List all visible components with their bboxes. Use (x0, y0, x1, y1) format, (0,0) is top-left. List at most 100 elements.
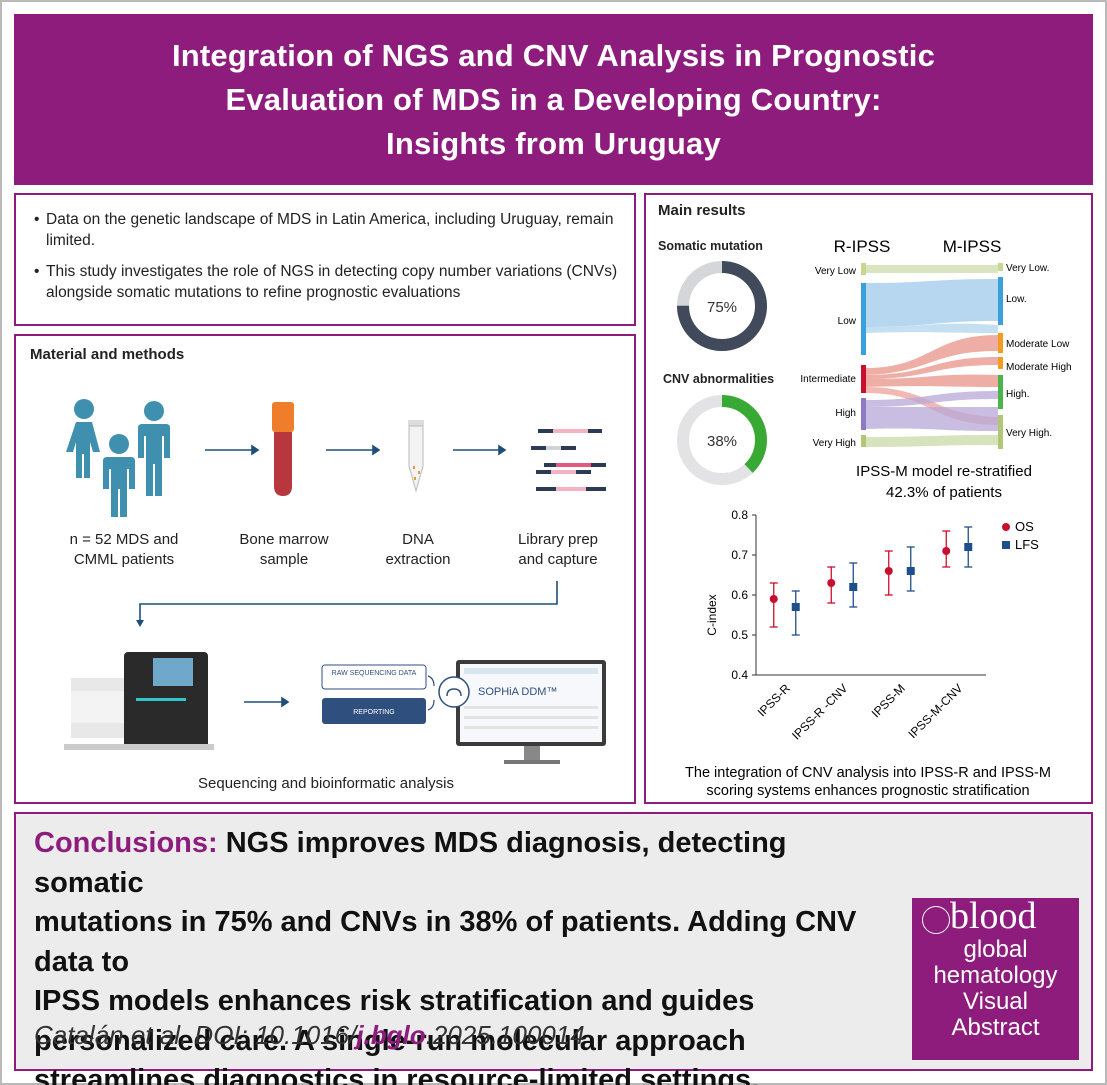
logo-abstract: Abstract (951, 1014, 1040, 1041)
step-dna: DNA extraction (348, 530, 488, 570)
os-point (769, 595, 778, 603)
sankey-right-label: Very Low. (1006, 263, 1049, 274)
sankey-right-label: Low. (1006, 294, 1027, 305)
methods-caption: Sequencing and bioinformatic analysis (198, 775, 454, 792)
step-label: CMML patients (73, 551, 175, 568)
y-tick-label: 0.4 (731, 668, 748, 682)
sankey-left-label: Very Low (815, 266, 857, 277)
methods-panel: Material and methods (14, 334, 636, 804)
logo-global: global (963, 936, 1028, 963)
y-tick-label: 0.7 (731, 548, 748, 562)
title-line-1: Integration of NGS and CNV Analysis in P… (171, 37, 936, 73)
step-label: n = 52 MDS and (69, 531, 179, 548)
sankey-right-label: Moderate Low (1006, 339, 1070, 350)
legend-label: OS (1015, 519, 1034, 534)
os-point (827, 579, 836, 587)
conclusions-text: Conclusions: NGS improves MDS diagnosis,… (34, 824, 904, 1085)
x-tick-label: IPSS-R (755, 681, 793, 719)
citation: Catalán et al. DOI: 10.1016/j.bglo.2025.… (34, 1020, 585, 1051)
sankey-left-title: R-IPSS (834, 237, 891, 256)
sankey-right-label: Very High. (1006, 428, 1052, 439)
lfs-point (964, 543, 973, 551)
results-panel: Main results Somatic mutation CNV abnorm… (644, 193, 1093, 804)
legend-os-marker (1002, 523, 1010, 531)
os-point (884, 567, 893, 575)
step-label: Library prep (517, 531, 599, 548)
legend-label: LFS (1015, 537, 1039, 552)
x-tick-label: IPSS-M (869, 681, 908, 720)
os-point (942, 547, 951, 555)
donut2-label: CNV abnormalities (663, 372, 775, 386)
lfs-point (849, 583, 858, 591)
logo-visual: Visual (963, 988, 1028, 1015)
y-tick-label: 0.6 (731, 588, 748, 602)
logo-hematology: hematology (933, 962, 1058, 989)
conclusion-line: streamlines diagnostics in resource-limi… (34, 1064, 760, 1085)
results-title: Main results (658, 202, 746, 219)
legend-lfs-marker (1002, 541, 1010, 549)
results-caption-2: scoring systems enhances prognostic stra… (706, 783, 1029, 799)
donut1-label: Somatic mutation (658, 239, 763, 253)
conclusion-line: NGS improves MDS diagnosis, detecting so… (34, 827, 787, 899)
dna-tube-icon (408, 420, 424, 493)
citation-journal: j.bglo (356, 1020, 426, 1050)
step-patients: n = 52 MDS and CMML patients (54, 530, 194, 570)
y-tick-label: 0.5 (731, 628, 748, 642)
citation-prefix: Catalán et al. DOI: 10.1016/ (34, 1020, 357, 1050)
library-strands-icon (531, 429, 606, 491)
intro-bullet: This study investigates the role of NGS … (34, 261, 622, 303)
lfs-point (791, 603, 800, 611)
sankey-caption-1: IPSS-M model re-stratified (856, 463, 1032, 480)
conclusions-panel: Conclusions: NGS improves MDS diagnosis,… (14, 812, 1093, 1085)
results-graphics: 75% 38% R-IPSS M-IPSS (677, 237, 1072, 799)
sequencer-icon (64, 652, 214, 750)
sophia-brand: SOPHiA DDM™ (478, 686, 557, 698)
blood-tube-icon (272, 402, 294, 496)
raw-data-label: RAW SEQUENCING DATA (332, 670, 417, 677)
title-line-3: Insights from Uruguay (386, 125, 721, 161)
intro-bullets: Data on the genetic landscape of MDS in … (16, 195, 634, 303)
x-tick-label: IPSS-M-CNV (905, 681, 965, 741)
patients-icon (66, 399, 170, 517)
methods-illustration: RAW SEQUENCING DATA REPORTING SOPHiA DDM… (64, 399, 606, 764)
conclusion-line: personalized care. A single-run molecula… (34, 1024, 746, 1057)
y-tick-label: 0.8 (731, 508, 748, 522)
page-title: Integration of NGS and CNV Analysis in P… (172, 34, 935, 166)
sankey-caption-2: 42.3% of patients (886, 484, 1002, 501)
x-tick-label: IPSS-R -CNV (789, 681, 850, 742)
intro-panel: Data on the genetic landscape of MDS in … (14, 193, 636, 326)
y-axis-label: C-index (705, 594, 719, 635)
step-label: and capture (518, 551, 598, 568)
society-seal-icon (922, 906, 950, 934)
logo-blood: blood (950, 895, 1037, 937)
sankey-left-label: Low (838, 316, 857, 327)
results-caption-1: The integration of CNV analysis into IPS… (685, 765, 1051, 781)
sankey-left-label: Very High (813, 438, 856, 449)
conclusion-line: IPSS models enhances risk stratification… (34, 985, 755, 1017)
journal-logo: blood global hematology Visual Abstract (912, 895, 1079, 1060)
step-label: sample (259, 551, 309, 568)
step-label: Bone marrow (239, 531, 329, 548)
lfs-point (906, 567, 915, 575)
title-line-2: Evaluation of MDS in a Developing Countr… (225, 81, 882, 117)
citation-suffix: .2025.100014 (425, 1020, 585, 1050)
donut-cnv: 38% (677, 395, 767, 485)
methods-title: Material and methods (30, 346, 185, 363)
sankey-diagram: R-IPSS M-IPSS (800, 237, 1071, 501)
sankey-right-label: High. (1006, 389, 1029, 400)
step-label: extraction (385, 551, 451, 568)
step-bone-marrow: Bone marrow sample (214, 530, 354, 570)
donut2-value: 38% (707, 433, 737, 450)
donut-somatic: 75% (677, 261, 767, 351)
sankey-right-title: M-IPSS (943, 237, 1002, 256)
title-banner: Integration of NGS and CNV Analysis in P… (14, 14, 1093, 185)
sankey-left-label: High (835, 408, 856, 419)
conclusions-label: Conclusions: (34, 827, 218, 859)
sankey-right-label: Moderate High (1006, 362, 1072, 373)
reporting-label: REPORTING (353, 709, 395, 716)
donut1-value: 75% (707, 299, 737, 316)
step-library: Library prep and capture (488, 530, 628, 570)
sankey-left-label: Intermediate (800, 374, 856, 385)
